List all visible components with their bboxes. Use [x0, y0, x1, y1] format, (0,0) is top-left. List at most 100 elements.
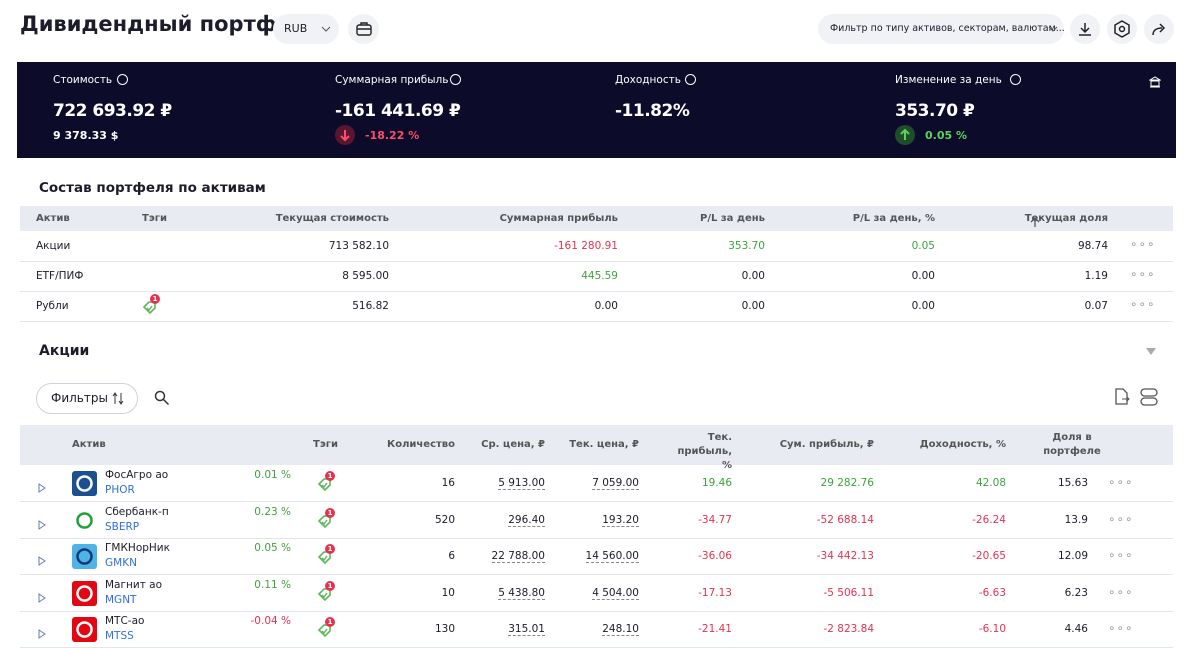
column-header: Актив — [72, 439, 106, 450]
row-menu: ∘∘∘ — [1130, 297, 1156, 311]
cell: -21.41 — [698, 623, 732, 635]
cell: 0.00 — [911, 300, 935, 312]
cell-value: -26.24 — [972, 513, 1006, 526]
cell: 193.20 — [602, 513, 639, 527]
expand-toggle[interactable] — [38, 588, 46, 603]
search-icon[interactable] — [154, 390, 170, 406]
tag-shape — [317, 551, 331, 565]
cell-value: -6.63 — [978, 586, 1006, 599]
info-icon — [449, 74, 461, 85]
column-header: Доходность, % — [919, 439, 1006, 450]
cell: 520 — [435, 514, 455, 526]
cell: -161 280.91 — [554, 240, 618, 252]
cell-value: 4 504.00 — [592, 586, 639, 600]
trend-arrow — [340, 130, 350, 142]
cell: 0.00 — [741, 300, 765, 312]
cell-value: -52 688.14 — [816, 513, 874, 526]
section-title: Акции — [39, 343, 90, 359]
cell-value: 315.01 — [508, 623, 545, 636]
download-button[interactable] — [1070, 14, 1100, 44]
cell-value: -6.10 — [978, 623, 1006, 635]
cell: Акции — [36, 240, 71, 252]
tag-badge: 1 — [325, 544, 335, 554]
expand-toggle[interactable] — [38, 551, 46, 566]
logo-shape — [76, 621, 93, 638]
tag-icon: 1 — [317, 544, 337, 565]
cell: 15.63 — [1058, 477, 1088, 489]
cell-value: 15.63 — [1057, 477, 1088, 489]
settings-button[interactable] — [1107, 14, 1137, 44]
cell-value: -36.06 — [698, 550, 732, 562]
asset-ticker: GMKN — [105, 557, 137, 569]
summary-label: Суммарная прибыль — [335, 74, 449, 86]
summary-panel: Стоимость 722 693.92 ₽ 9 378.33 $ Суммарная… — [17, 62, 1176, 158]
cell-value: -17.13 — [698, 586, 732, 599]
export-icon[interactable] — [1114, 388, 1130, 406]
cell-value: 22 788.00 — [491, 550, 545, 563]
cell: -17.13 — [698, 587, 732, 599]
cell: ETF/ПИФ — [36, 270, 84, 282]
share-button[interactable] — [1144, 14, 1174, 44]
cell: 98.74 — [1077, 240, 1108, 252]
column-header: P/L за день, % — [852, 213, 935, 224]
company-logo — [72, 617, 97, 642]
cell-value: 13.9 — [1064, 513, 1088, 526]
summary-label: Изменение за день — [895, 74, 1002, 86]
summary-sub: -18.22 % — [365, 129, 420, 142]
cell: 10 — [442, 587, 455, 599]
row-menu: ∘∘∘ — [1108, 621, 1134, 635]
cell-value: 6.23 — [1064, 586, 1088, 599]
assets-table: Актив Тэги Текущая стоимость Суммарная приб… — [20, 206, 1173, 322]
tag-badge: 1 — [325, 580, 335, 591]
cell-value: -34 442.13 — [816, 550, 874, 562]
trend-badge — [895, 125, 915, 145]
collapse-icon[interactable] — [1146, 348, 1156, 356]
view-toggle-icon[interactable] — [1140, 388, 1158, 406]
logo-shape — [76, 548, 93, 565]
summary-value: 353.70 ₽ — [895, 101, 975, 121]
cell: -36.06 — [698, 550, 732, 562]
expand-toggle[interactable] — [38, 515, 46, 530]
cell: 0.05 — [911, 240, 935, 252]
table-header — [20, 206, 1173, 231]
tag-icon: 1 — [317, 580, 337, 601]
cell-value: 16 — [441, 477, 455, 489]
cell: -20.65 — [972, 550, 1006, 562]
cell: 353.70 — [728, 240, 765, 252]
currency-select[interactable]: RUB — [273, 14, 339, 44]
tag-badge: 1 — [325, 471, 335, 481]
cell-value: 10 — [441, 586, 455, 599]
column-header: Количество — [387, 439, 455, 450]
asset-name: ФосАгро ао — [105, 469, 169, 481]
asset-name: Сбербанк-п — [105, 505, 169, 518]
cell: 22 788.00 — [491, 550, 545, 563]
cell: 16 — [442, 477, 455, 489]
filter-select[interactable]: Фильтр по типу активов, секторам, валюта… — [818, 14, 1065, 44]
expand-toggle[interactable] — [38, 478, 46, 493]
filters-label: Фильтры — [51, 391, 108, 405]
cell: 8 595.00 — [342, 270, 389, 282]
tag-icon: 1 — [317, 617, 337, 638]
summary-sub: 0.05 % — [925, 129, 967, 142]
cell-value: -21.41 — [698, 623, 732, 635]
row-menu: ∘∘∘ — [1108, 548, 1134, 562]
cell: 5 438.80 — [498, 586, 545, 600]
tag-shape — [317, 587, 331, 601]
cell-value: 4.46 — [1064, 623, 1088, 635]
filters-button[interactable]: Фильтры — [36, 383, 138, 414]
column-header: Тэги — [313, 439, 338, 450]
row-menu: ∘∘∘ — [1108, 584, 1134, 599]
cell-value: -34.77 — [698, 513, 732, 526]
logo-shape — [76, 511, 93, 529]
day-change: 0.01 % — [254, 469, 291, 481]
cell: 516.82 — [352, 300, 389, 312]
cell: 248.10 — [602, 623, 639, 636]
currency: RUB — [284, 22, 308, 35]
expand-toggle[interactable] — [38, 624, 46, 639]
cell: 42.08 — [976, 477, 1006, 489]
cell: -52 688.14 — [817, 514, 874, 526]
summary-sub: 9 378.33 $ — [53, 129, 119, 142]
logo-shape — [76, 584, 93, 602]
portfolio-button[interactable] — [348, 14, 379, 44]
section-title: Состав портфеля по активам — [39, 180, 266, 196]
